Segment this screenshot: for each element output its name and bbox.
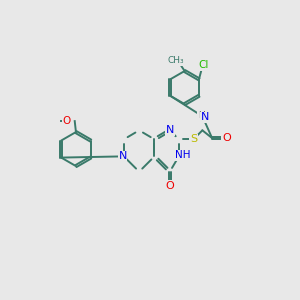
Text: O: O bbox=[165, 181, 174, 191]
Text: Cl: Cl bbox=[199, 60, 209, 70]
Text: S: S bbox=[190, 134, 197, 144]
Text: N: N bbox=[118, 152, 127, 161]
Text: H: H bbox=[198, 110, 205, 119]
Text: O: O bbox=[63, 116, 71, 126]
Text: N: N bbox=[201, 112, 209, 122]
Text: NH: NH bbox=[175, 150, 190, 160]
Text: O: O bbox=[222, 133, 231, 143]
Text: N: N bbox=[166, 125, 174, 135]
Text: CH₃: CH₃ bbox=[167, 56, 184, 65]
